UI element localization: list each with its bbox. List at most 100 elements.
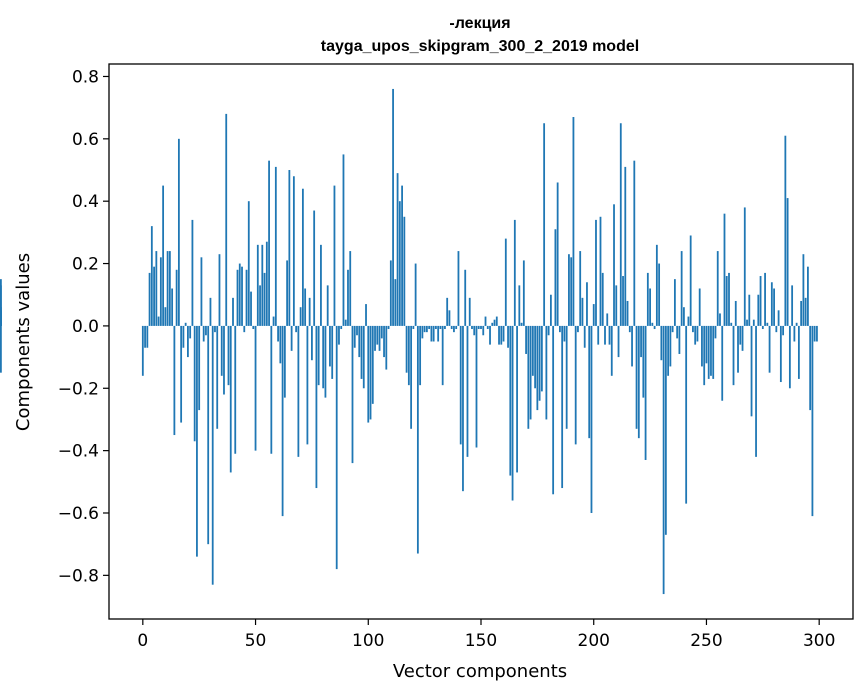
bar-168	[520, 322, 523, 326]
bar-205	[604, 325, 606, 345]
bar-288	[791, 285, 794, 326]
bar-235	[671, 325, 674, 333]
y-tick-label: −0.2	[58, 379, 99, 399]
bar-71	[301, 188, 304, 326]
bar-295	[807, 266, 809, 326]
bar-12	[168, 251, 171, 326]
bar-35	[220, 325, 223, 376]
bar-65	[288, 170, 291, 326]
bar-121	[414, 263, 417, 326]
bar-120	[412, 325, 415, 330]
bar-233	[667, 325, 670, 376]
bar-299	[816, 325, 818, 342]
bar-280	[773, 288, 775, 326]
bar-177	[540, 325, 543, 392]
y-axis-ticks: −0.8 −0.6 −0.4 −0.2 0.0 0.2 0.4 0.6 0.8	[58, 67, 109, 586]
bar-50	[254, 325, 257, 451]
bar-283	[779, 325, 782, 383]
bar-274	[759, 276, 762, 326]
bar-178	[543, 123, 546, 326]
bar-77	[315, 325, 318, 489]
bar-207	[608, 325, 611, 345]
bar-253	[712, 325, 715, 379]
bar-226	[651, 322, 654, 326]
bar-136	[448, 310, 451, 326]
bar-37	[225, 113, 228, 326]
bar-251	[707, 325, 710, 379]
chart-title-line1: -лекция	[449, 15, 510, 32]
bar-285	[784, 135, 787, 326]
bar-126	[425, 325, 428, 333]
bar-170	[525, 325, 527, 354]
bar-74	[308, 297, 311, 326]
bar-61	[279, 325, 282, 364]
bar-286	[786, 198, 789, 326]
bar-15	[175, 269, 178, 326]
bar-250	[705, 325, 708, 364]
bar-263	[734, 300, 737, 326]
bar-238	[678, 325, 681, 354]
bar-145	[468, 297, 471, 326]
bar-68	[295, 325, 298, 333]
bar-101	[369, 325, 372, 420]
bar-139	[455, 325, 458, 330]
bar-216	[628, 325, 631, 333]
bar-95	[356, 325, 358, 336]
bar-231	[662, 325, 665, 595]
bar-171	[527, 325, 530, 429]
bar-292	[800, 300, 803, 326]
bar-27	[202, 325, 205, 342]
bar-273	[757, 294, 760, 326]
bar-45	[243, 325, 246, 333]
bar-222	[642, 325, 645, 398]
bar-137	[450, 325, 453, 330]
bar-8	[159, 257, 162, 326]
bar-225	[649, 288, 651, 326]
bar-247	[698, 288, 701, 326]
bar-151	[482, 325, 485, 336]
bar-232	[664, 325, 667, 535]
bar-103	[374, 325, 376, 351]
bar-1	[144, 325, 146, 348]
bar-16	[177, 138, 180, 326]
bar-163	[509, 325, 512, 476]
y-axis-label: Components values	[13, 253, 34, 431]
x-axis-ticks: 0 50 100 150 200 250 300	[137, 619, 835, 651]
bar-141	[459, 325, 462, 445]
bar-179	[545, 325, 548, 420]
x-axis-label: Vector components	[393, 661, 567, 682]
bar-282	[777, 310, 780, 326]
bar-87	[338, 325, 340, 345]
bar-262	[732, 325, 735, 386]
bar-229	[658, 263, 661, 326]
bar-155	[491, 322, 494, 326]
bar-224	[646, 272, 649, 326]
bar-161	[504, 238, 507, 326]
bar-67	[292, 176, 295, 326]
bar-174	[534, 325, 537, 389]
bar-36	[223, 325, 225, 395]
bar-98	[362, 325, 365, 389]
bar-242	[687, 316, 690, 326]
bar-20	[187, 325, 189, 358]
bar-199	[590, 325, 593, 513]
bar-293	[802, 254, 805, 326]
bar-185	[559, 325, 561, 333]
bar-201	[595, 219, 597, 326]
bar-182	[552, 325, 555, 495]
bar-187	[563, 325, 566, 342]
bar-17	[180, 325, 183, 423]
bar-69	[297, 325, 300, 457]
bar-42	[236, 269, 239, 326]
bar-223	[644, 325, 647, 460]
bar-186	[561, 325, 564, 489]
bar-192	[574, 325, 577, 445]
bar-85	[333, 185, 336, 326]
bar-81	[324, 325, 327, 398]
bar-196	[583, 325, 586, 348]
bar-13	[171, 288, 174, 326]
bar-107	[383, 325, 385, 358]
bars-group	[0, 88, 818, 595]
